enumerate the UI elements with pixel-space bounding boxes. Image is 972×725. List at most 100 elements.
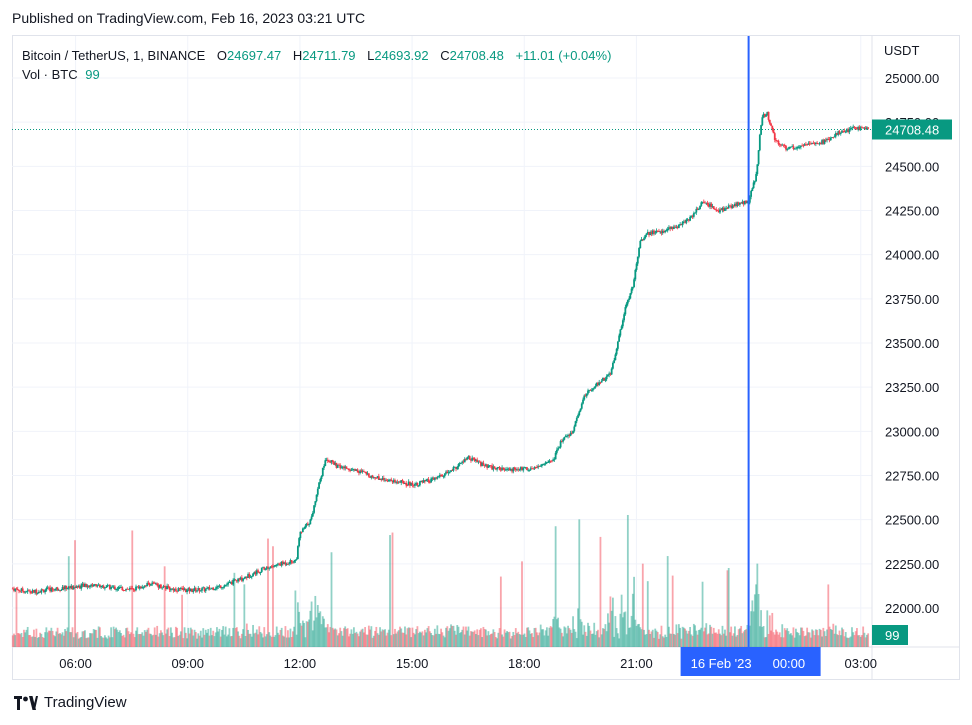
candle-body [239,577,242,580]
volume-bar [391,532,394,647]
candle-body [512,467,515,472]
candle-body [853,126,856,128]
candle-body [724,208,726,211]
volume-bar [150,633,152,647]
candle-body [184,588,187,593]
volume-bar [197,633,200,647]
candle-body [811,142,814,145]
candle-body [858,127,861,130]
volume-bar [694,625,696,647]
candle-body [375,477,378,479]
candle-body [756,164,759,175]
candle-body [844,131,847,133]
candle-body [507,468,510,470]
candle-body [131,588,134,590]
volume-bar [725,635,728,647]
volume-bar [555,619,558,647]
volume-bar [460,632,462,647]
candle-body [668,227,670,229]
volume-bar [25,629,28,647]
candle-body [656,230,659,232]
volume-bar [62,635,65,647]
volume-bar [533,628,536,647]
candle-body [467,456,470,458]
candle-body [580,403,583,409]
volume-bar [863,632,866,647]
candle-body [16,589,19,590]
candle-body [35,589,38,594]
candle-body [513,467,516,470]
chart-frame[interactable] [12,35,960,680]
volume-bar [356,633,359,647]
volume-bar [384,629,386,647]
volume-bar [502,636,505,647]
volume-bar [597,629,599,647]
volume-bar [177,635,180,647]
volume-bar [277,632,279,647]
volume-bar [771,612,774,647]
volume-bar [695,630,698,647]
volume-bar [314,595,317,647]
candle-body [18,589,20,591]
candle-body [573,426,576,431]
candle-body [514,469,517,471]
candle-body [151,582,154,585]
volume-bar [466,630,469,647]
candle-body [646,231,649,234]
candle-body [486,464,489,468]
candle-body [431,478,434,480]
candle-body [544,462,547,464]
volume-bar [267,538,269,647]
candle-body [676,226,679,228]
volume-bar [697,630,700,647]
volume-bar [543,635,546,647]
candle-body [254,572,257,575]
candle-body [453,466,456,468]
volume-bar [521,561,523,647]
candle-body [315,494,318,502]
candle-body [649,232,652,236]
volume-bar [240,633,243,647]
volume-bar [509,638,512,647]
volume-bar [366,634,369,647]
volume-bar [536,632,538,647]
candle-body [608,373,611,375]
candle-body [379,478,381,480]
volume-bar [71,627,74,647]
volume-bar [534,627,537,647]
y-tick-label: 23750.00 [885,292,939,307]
candle-body [28,590,30,592]
volume-bar [284,626,287,647]
candle-body [536,467,538,468]
candle-body [259,571,262,573]
volume-bar [674,634,677,647]
volume-bar [558,627,561,647]
candle-body [75,586,78,588]
candle-body [224,584,227,586]
candle-body [392,480,395,483]
y-tick-label: 22250.00 [885,557,939,572]
volume-bar [706,634,709,647]
volume-bar [573,629,576,647]
candle-body [123,590,126,591]
candle-body [641,239,644,241]
volume-bar [151,635,154,647]
candle-body [625,303,628,308]
footer[interactable]: TradingView [14,694,127,711]
candle-body [806,144,809,146]
volume-bar [416,626,419,647]
candle-body [359,470,362,474]
candle-body [590,390,593,392]
candle-body [766,111,769,116]
candle-body [847,129,850,132]
volume-bar [390,635,393,647]
tradingview-logo-icon [14,695,38,710]
volume-bar [737,629,740,647]
candle-body [503,469,506,471]
volume-bar [52,635,55,647]
candle-body [335,462,338,468]
candle-body [133,589,136,591]
volume-bar [690,634,693,647]
volume-bar [583,625,586,647]
